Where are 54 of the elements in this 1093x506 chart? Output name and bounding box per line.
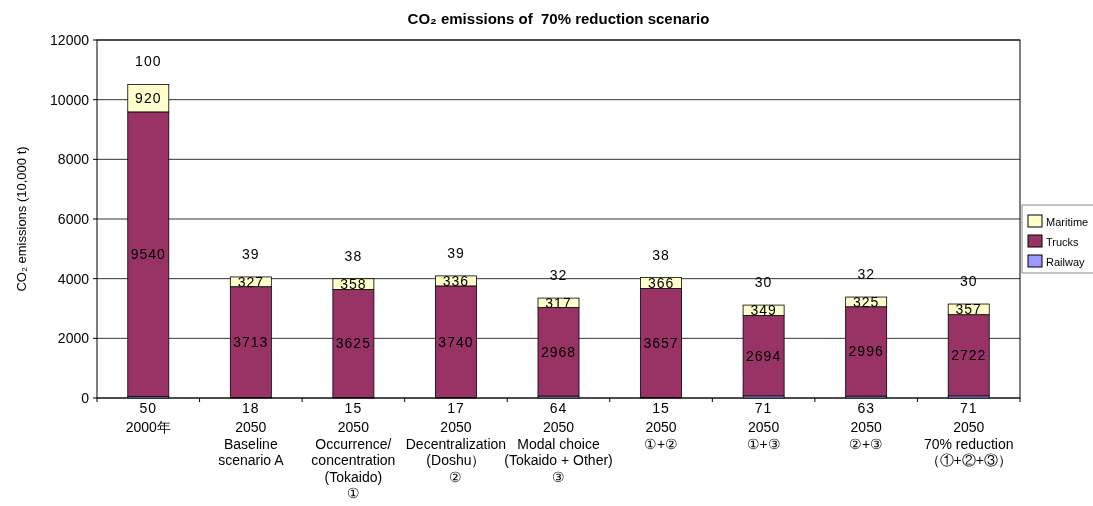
y-tick-label: 10000: [50, 91, 90, 108]
data-label: 2722: [951, 347, 987, 364]
data-label: 15: [652, 400, 670, 416]
data-label: 327: [237, 273, 265, 290]
legend-label: Trucks: [1046, 236, 1080, 248]
data-label: 2996: [848, 343, 884, 360]
data-label: 50: [139, 400, 158, 416]
data-label: 2968: [540, 343, 577, 360]
data-label: 3625: [335, 335, 371, 352]
annotation: 39: [242, 245, 260, 262]
y-tick-label: 0: [81, 390, 90, 406]
x-tick-label: 2000年: [125, 419, 171, 435]
data-label: 325: [852, 293, 880, 310]
data-label: 71: [754, 400, 773, 416]
y-tick-label: 2000: [57, 330, 90, 347]
data-label: 349: [750, 302, 777, 319]
data-label: 336: [442, 272, 470, 289]
x-tick-label: 2050 70% reduction （①+②+③）: [923, 419, 1014, 468]
data-label: 366: [647, 274, 675, 291]
data-label: 64: [549, 400, 568, 416]
chart-title: CO₂ emissions of 70% reduction scenario: [407, 10, 710, 27]
data-label: 3657: [643, 335, 679, 351]
legend-label: Maritime: [1046, 216, 1089, 228]
data-label: 18: [242, 400, 260, 416]
annotation: 38: [344, 247, 363, 264]
data-label: 357: [955, 301, 982, 318]
data-label: 2694: [746, 347, 782, 364]
legend-label: Railway: [1046, 256, 1086, 268]
data-label: 9540: [130, 246, 166, 263]
x-tick-label: 2050 Modal choice (Tokaido + Other) ③: [504, 419, 613, 485]
y-tick-label: 6000: [57, 211, 90, 227]
data-label: 3713: [233, 334, 269, 351]
annotation: 32: [857, 266, 875, 283]
x-tick-label: 2050 Occurrence/ concentration (Tokaido) ①: [311, 419, 396, 501]
y-tick-label: 12000: [50, 32, 90, 48]
data-label: 3740: [438, 333, 474, 350]
data-label: 920: [135, 90, 162, 107]
x-tick-label: 2050 ②+③: [849, 419, 884, 452]
annotation: 38: [652, 246, 670, 263]
x-tick-label: 2050 ①+③: [746, 419, 781, 452]
annotation: 100: [135, 53, 162, 70]
y-tick-label: 8000: [57, 151, 90, 168]
y-axis-title: CO₂ emissions (10,000 t): [14, 146, 29, 292]
data-label: 317: [545, 294, 572, 311]
data-label: 63: [857, 400, 875, 416]
data-label: 15: [344, 400, 363, 416]
data-label: 71: [959, 400, 978, 416]
y-tick-label: 4000: [57, 270, 90, 287]
x-tick-label: 2050 Baseline scenario A: [218, 419, 285, 468]
annotation: 39: [447, 244, 465, 261]
x-tick-label: 2050 ①+②: [643, 419, 679, 452]
annotation: 30: [754, 274, 773, 291]
data-label: 17: [447, 400, 465, 416]
data-label: 358: [340, 276, 367, 293]
